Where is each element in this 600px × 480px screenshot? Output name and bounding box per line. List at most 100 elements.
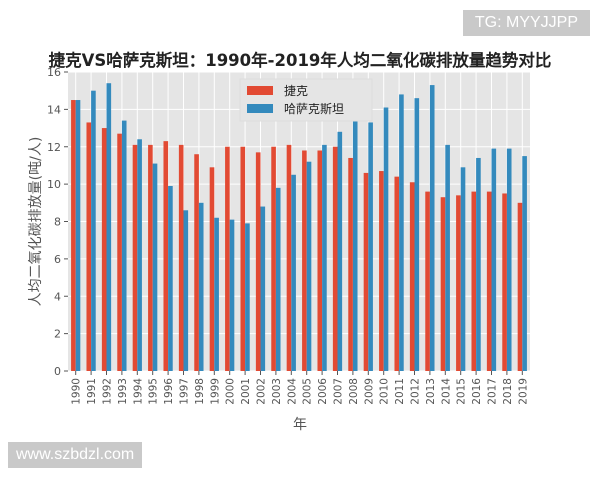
legend-swatch-0 (247, 86, 273, 95)
bar-czech-2015 (456, 195, 461, 371)
bar-kazakhstan-1996 (168, 185, 173, 371)
bar-czech-2012 (409, 182, 415, 371)
bar-czech-1995 (148, 144, 153, 371)
bar-czech-2010 (379, 171, 384, 371)
x-tick-label: 2005 (302, 378, 314, 405)
x-tick-label: 1994 (132, 378, 144, 405)
x-tick-label: 2000 (225, 378, 237, 405)
bar-kazakhstan-2000 (229, 219, 235, 371)
bar-czech-2009 (363, 172, 369, 371)
x-tick-label: 2018 (502, 378, 514, 405)
bar-czech-2018 (502, 193, 507, 371)
bar-czech-1994 (132, 144, 138, 371)
y-axis-label: 人均二氧化碳排放量(吨/人) (28, 137, 44, 307)
x-tick-label: 2014 (440, 378, 452, 405)
bar-kazakhstan-2016 (476, 157, 481, 371)
x-tick-label: 2015 (456, 378, 468, 405)
bar-czech-1999 (209, 167, 215, 371)
bar-czech-1993 (117, 133, 122, 371)
bar-kazakhstan-2003 (275, 187, 281, 371)
x-tick-label: 2019 (517, 378, 529, 405)
bar-kazakhstan-2013 (429, 85, 435, 372)
bar-kazakhstan-1991 (91, 90, 96, 371)
bar-kazakhstan-2017 (491, 148, 497, 371)
watermark-top: TG: MYYJJPP (462, 10, 590, 36)
y-tick-label: 8 (54, 216, 61, 229)
bar-czech-1997 (178, 144, 184, 371)
bar-kazakhstan-2001 (245, 223, 250, 371)
bar-czech-2017 (486, 191, 492, 371)
bar-czech-2002 (255, 152, 261, 371)
bar-kazakhstan-1993 (121, 120, 127, 372)
bar-czech-2016 (471, 191, 477, 371)
x-tick-label: 1990 (71, 378, 83, 405)
x-tick-label: 2011 (394, 378, 406, 405)
bar-kazakhstan-1997 (183, 210, 189, 371)
x-tick-label: 2007 (333, 378, 345, 405)
bar-kazakhstan-2014 (445, 144, 450, 371)
bar-czech-1990 (71, 100, 76, 371)
bar-czech-2008 (348, 157, 353, 371)
bar-czech-2011 (394, 176, 400, 371)
legend-label: 捷克 (284, 84, 308, 98)
bar-kazakhstan-1992 (106, 83, 112, 372)
y-tick-label: 12 (47, 141, 61, 154)
bar-czech-2001 (240, 146, 246, 371)
y-tick-label: 10 (47, 178, 61, 191)
bar-czech-2005 (302, 150, 307, 371)
bar-kazakhstan-1994 (137, 139, 142, 371)
y-tick-label: 4 (54, 290, 61, 303)
bar-czech-2003 (271, 146, 276, 371)
watermark-bottom: www.szbdzl.com (8, 442, 143, 468)
x-tick-label: 2013 (425, 378, 437, 405)
bar-czech-2007 (332, 146, 338, 371)
bar-kazakhstan-2007 (337, 131, 343, 371)
x-tick-label: 1999 (209, 378, 221, 405)
bar-kazakhstan-2018 (506, 148, 512, 371)
x-tick-label: 2017 (487, 378, 499, 405)
y-tick-label: 6 (54, 253, 61, 266)
bar-czech-2006 (317, 150, 323, 371)
y-tick-label: 2 (54, 328, 61, 341)
bar-kazakhstan-1998 (198, 202, 204, 371)
bar-czech-2000 (225, 146, 230, 371)
bar-czech-1996 (163, 141, 169, 371)
x-tick-label: 2001 (240, 378, 252, 405)
bar-kazakhstan-2019 (522, 156, 527, 371)
bar-kazakhstan-2010 (383, 107, 389, 371)
bar-czech-2014 (440, 197, 446, 371)
legend-swatch-1 (247, 104, 273, 113)
y-tick-label: 14 (47, 103, 61, 116)
bar-kazakhstan-2005 (306, 161, 312, 371)
x-tick-label: 2012 (410, 378, 422, 405)
bar-kazakhstan-2002 (260, 206, 266, 371)
chart-title: 捷克VS哈萨克斯坦：1990年-2019年人均二氧化碳排放量趋势对比 (48, 51, 552, 70)
y-tick-label: 0 (54, 365, 61, 378)
legend-label: 哈萨克斯坦 (284, 102, 344, 116)
bar-kazakhstan-1999 (214, 217, 219, 371)
x-tick-label: 2009 (363, 378, 375, 405)
x-tick-label: 1997 (179, 378, 191, 405)
x-tick-label: 2016 (471, 378, 483, 405)
x-tick-label: 2003 (271, 378, 283, 405)
bar-kazakhstan-1990 (75, 100, 81, 371)
bar-czech-2013 (425, 191, 430, 371)
bar-kazakhstan-2006 (322, 144, 327, 371)
x-tick-label: 2010 (379, 378, 391, 405)
bar-czech-2019 (517, 202, 523, 371)
bar-kazakhstan-2004 (291, 174, 296, 371)
x-tick-label: 1998 (194, 378, 206, 405)
bar-czech-1991 (86, 122, 92, 371)
bar-kazakhstan-2011 (399, 94, 404, 372)
bar-kazakhstan-2012 (414, 98, 420, 371)
x-tick-label: 2008 (348, 378, 360, 405)
x-tick-label: 1991 (86, 378, 98, 405)
x-tick-label: 2006 (317, 378, 329, 405)
bar-kazakhstan-1995 (152, 163, 158, 371)
x-tick-label: 1993 (117, 378, 129, 405)
x-tick-label: 1992 (102, 378, 114, 405)
x-tick-label: 2002 (256, 378, 268, 405)
x-tick-label: 1996 (163, 378, 175, 405)
bar-czech-2004 (286, 144, 292, 371)
y-tick-label: 16 (47, 66, 61, 79)
